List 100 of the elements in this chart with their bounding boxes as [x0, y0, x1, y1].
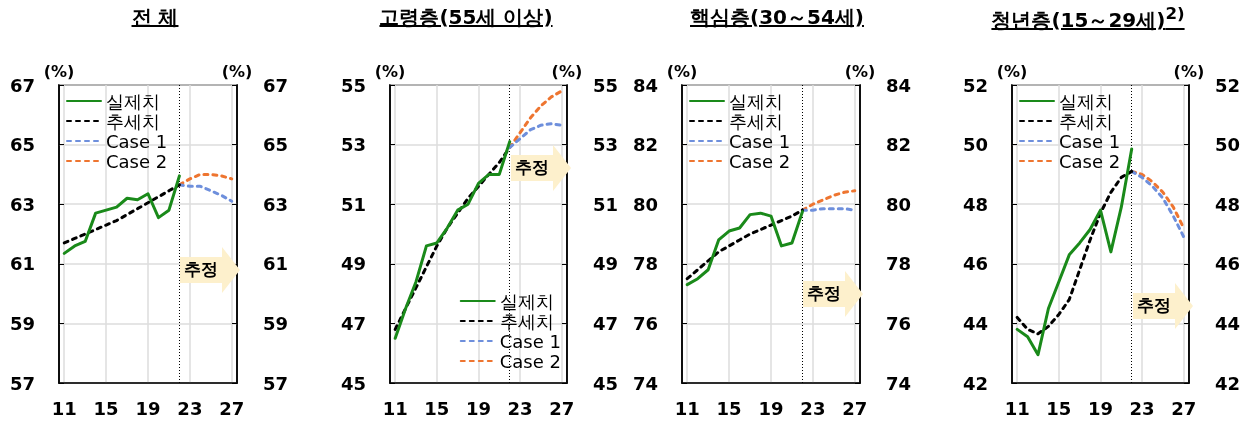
y-axis-title: (%): [374, 61, 406, 81]
y-axis-title: (%): [43, 61, 75, 81]
x-tick-label: 23: [800, 397, 826, 419]
y2-axis-title: (%): [551, 61, 583, 81]
y-tick-label: 78: [632, 253, 658, 275]
y-tick-label: 52: [962, 74, 988, 96]
y-tick-label: 61: [9, 253, 35, 275]
y-tick-label: 55: [340, 74, 366, 96]
legend-label: Case 2: [106, 150, 168, 172]
y-tick-label: 76: [632, 312, 658, 334]
y-tick-label: 45: [340, 372, 366, 394]
y2-tick-label: 48: [1214, 193, 1241, 215]
legend-label: 추세치: [499, 310, 554, 332]
y2-axis-title: (%): [221, 61, 253, 81]
x-tick-label: 11: [51, 397, 77, 419]
y-tick-label: 49: [340, 253, 366, 275]
y2-tick-label: 44: [1214, 312, 1241, 334]
legend-label: Case 1: [729, 130, 791, 152]
y2-tick-label: 55: [592, 74, 619, 96]
y-tick-label: 48: [962, 193, 988, 215]
legend-label: 추세치: [1059, 110, 1113, 132]
y-tick-label: 50: [962, 134, 988, 156]
x-tick-label: 27: [219, 397, 245, 419]
y-tick-label: 51: [340, 193, 366, 215]
x-tick-label: 11: [382, 397, 408, 419]
y2-tick-label: 42: [1214, 372, 1241, 394]
line-series: [1015, 147, 1134, 357]
legend-label: 추세치: [106, 110, 160, 132]
y-tick-label: 46: [962, 253, 988, 275]
y-tick-label: 63: [9, 193, 35, 215]
legend-label: Case 1: [499, 330, 562, 352]
y2-tick-label: 50: [1214, 134, 1241, 156]
y2-tick-label: 80: [886, 193, 912, 215]
ref-line-label: 추정: [807, 281, 842, 305]
chart-title: 전 체: [130, 4, 180, 31]
legend-label: 실제치: [499, 290, 554, 312]
y2-tick-label: 74: [886, 372, 912, 394]
legend-label: 실제치: [729, 90, 783, 112]
ref-line-label: 추정: [184, 257, 219, 281]
y2-tick-label: 84: [886, 74, 912, 96]
chart-title: 핵심층(30～54세): [689, 4, 865, 31]
y2-axis-title: (%): [844, 61, 876, 81]
y2-tick-label: 46: [1214, 253, 1241, 275]
y2-tick-label: 63: [263, 193, 289, 215]
y2-tick-label: 76: [886, 312, 912, 334]
legend-label: Case 2: [499, 350, 562, 372]
x-tick-label: 11: [1004, 397, 1030, 419]
y-tick-label: 47: [340, 312, 366, 334]
x-tick-label: 19: [135, 397, 161, 419]
y-tick-label: 67: [9, 74, 35, 96]
legend-label: Case 1: [106, 130, 168, 152]
y2-tick-label: 65: [263, 134, 289, 156]
y-tick-label: 44: [962, 312, 988, 334]
y2-tick-label: 67: [263, 74, 289, 96]
y2-tick-label: 52: [1214, 74, 1241, 96]
y-tick-label: 59: [9, 312, 35, 334]
y2-tick-label: 78: [886, 253, 912, 275]
y-tick-label: 80: [632, 193, 658, 215]
line-series: [800, 189, 857, 212]
y-tick-label: 82: [632, 134, 658, 156]
legend-label: Case 2: [1059, 150, 1121, 172]
legend-label: Case 2: [729, 150, 791, 172]
x-tick-label: 15: [424, 397, 450, 419]
legend-label: 실제치: [1059, 90, 1113, 112]
y-tick-label: 42: [962, 372, 988, 394]
line-series: [508, 122, 564, 150]
y-tick-label: 65: [9, 134, 35, 156]
chart-title: 고령층(55세 이상): [378, 4, 554, 31]
ref-line-label: 추정: [1136, 293, 1171, 317]
legend-label: 실제치: [106, 90, 160, 112]
y-tick-label: 53: [340, 134, 366, 156]
x-tick-label: 23: [1129, 397, 1155, 419]
x-tick-label: 15: [93, 397, 119, 419]
y2-axis-title: (%): [1173, 61, 1205, 81]
x-tick-label: 19: [1087, 397, 1114, 419]
y2-tick-label: 59: [263, 312, 289, 334]
line-series: [177, 172, 234, 187]
y2-tick-label: 49: [592, 253, 619, 275]
y-tick-label: 84: [632, 74, 658, 96]
line-series: [177, 183, 234, 203]
x-tick-label: 15: [716, 397, 742, 419]
y2-tick-label: 53: [592, 134, 619, 156]
legend-label: Case 1: [1059, 130, 1121, 152]
x-tick-label: 19: [465, 397, 492, 419]
y-axis-title: (%): [996, 61, 1028, 81]
y2-tick-label: 51: [592, 193, 619, 215]
x-tick-label: 23: [177, 397, 203, 419]
chart-title: 청년층(15～29세)$^{2)}$: [990, 4, 1186, 34]
ref-line-label: 추정: [514, 156, 549, 180]
x-tick-label: 11: [674, 397, 700, 419]
y-tick-label: 57: [9, 372, 35, 394]
y2-tick-label: 82: [886, 134, 912, 156]
x-tick-label: 19: [758, 397, 784, 419]
x-tick-label: 23: [507, 397, 533, 419]
x-tick-label: 27: [842, 397, 868, 419]
y2-tick-label: 57: [263, 372, 289, 394]
x-tick-label: 15: [1046, 397, 1072, 419]
y2-tick-label: 45: [592, 372, 619, 394]
legend-label: 추세치: [729, 110, 783, 132]
y-tick-label: 74: [632, 372, 658, 394]
